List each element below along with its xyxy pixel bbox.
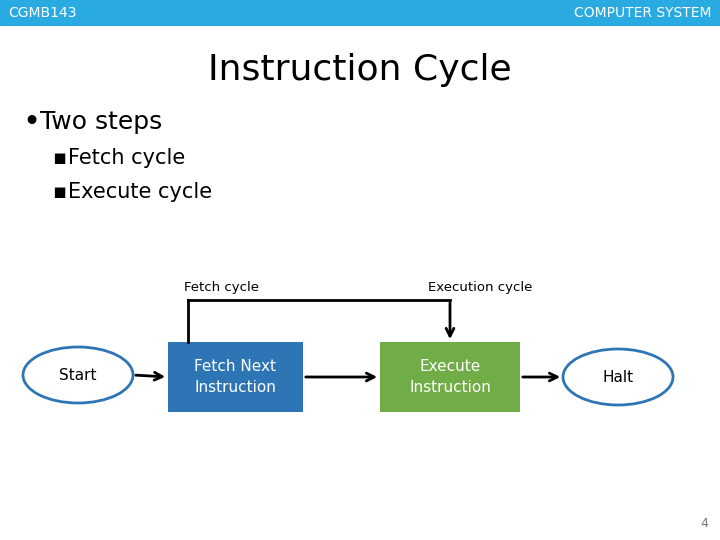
FancyBboxPatch shape: [168, 342, 303, 412]
Text: Execute
Instruction: Execute Instruction: [409, 359, 491, 395]
Text: Execution cycle: Execution cycle: [428, 281, 532, 294]
FancyBboxPatch shape: [380, 342, 520, 412]
Text: Two steps: Two steps: [40, 110, 162, 134]
Ellipse shape: [23, 347, 133, 403]
Text: Fetch cycle: Fetch cycle: [184, 281, 259, 294]
Bar: [0, 0, 720, 26]
Text: ▪: ▪: [52, 148, 66, 168]
Text: ▪: ▪: [52, 182, 66, 202]
Text: Start: Start: [59, 368, 96, 382]
Text: •: •: [22, 107, 40, 137]
Text: Fetch cycle: Fetch cycle: [68, 148, 185, 168]
Text: Fetch Next
Instruction: Fetch Next Instruction: [194, 359, 276, 395]
Ellipse shape: [563, 349, 673, 405]
Text: Instruction Cycle: Instruction Cycle: [208, 53, 512, 87]
Text: 4: 4: [700, 517, 708, 530]
Text: Execute cycle: Execute cycle: [68, 182, 212, 202]
Text: Halt: Halt: [603, 369, 634, 384]
Text: COMPUTER SYSTEM: COMPUTER SYSTEM: [575, 6, 712, 20]
Text: CGMB143: CGMB143: [8, 6, 76, 20]
